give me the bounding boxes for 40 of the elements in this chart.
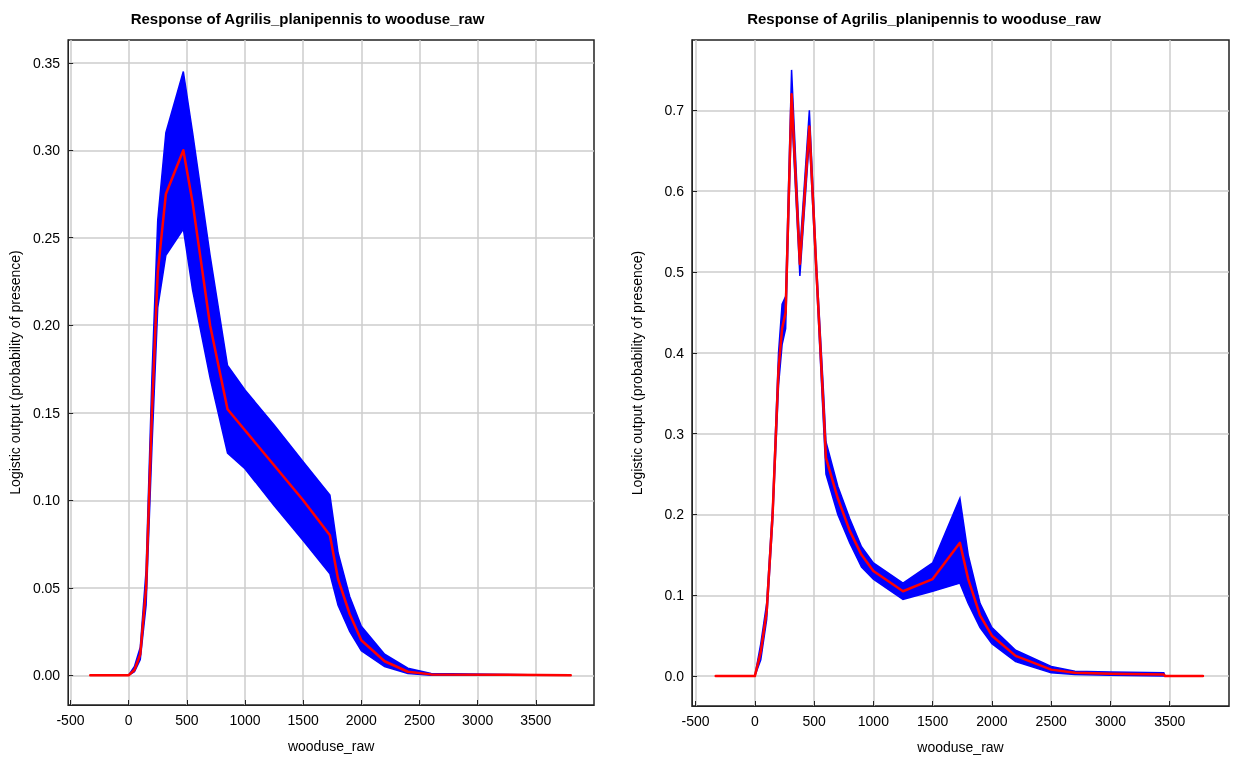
y-tick-label: 0.15: [32, 404, 61, 421]
x-tick-label: 1000: [229, 712, 261, 728]
x-tick-label: 2500: [403, 712, 436, 728]
y-axis-title: Logistic output (probability of presence): [7, 250, 23, 495]
y-tick-label: 0.30: [32, 142, 61, 159]
x-tick-label: 2000: [976, 713, 1008, 729]
x-tick-label: 2500: [1035, 713, 1067, 729]
y-tick-label: 0.4: [664, 344, 685, 361]
y-tick-label: 0.7: [664, 102, 685, 119]
x-tick-label: 1500: [917, 713, 949, 729]
y-tick-label: 0.1: [664, 587, 685, 604]
y-tick-label: 0.25: [32, 229, 61, 246]
y-tick-label: 0.5: [664, 263, 685, 280]
x-tick-label: 0: [750, 713, 759, 729]
y-tick-label: 0.10: [32, 492, 61, 509]
y-tick-label: 0.6: [664, 183, 685, 200]
y-tick-label: 0.3: [664, 425, 685, 442]
x-tick-label: 3500: [520, 712, 552, 728]
x-tick-label: 3000: [1094, 713, 1127, 729]
y-tick-label: 0.35: [32, 54, 61, 71]
y-axis-title: Logistic output (probability of presence): [629, 250, 645, 496]
x-tick-label: 500: [802, 713, 826, 729]
x-tick-label: 1500: [287, 712, 319, 728]
chart-title: Response of Agrilis_planipennis to wooduse_raw: [747, 10, 1102, 27]
x-tick-label: 3000: [462, 712, 494, 728]
y-tick-label: 0.20: [32, 317, 61, 334]
y-tick-label: 0.0: [664, 668, 685, 685]
x-axis-title: wooduse_raw: [916, 739, 1005, 755]
y-tick-label: 0.2: [664, 506, 685, 523]
x-tick-label: -500: [56, 712, 85, 728]
chart-title: Response of Agrilis_planipennis to wooduse_raw: [130, 10, 485, 27]
y-tick-label: 0.00: [32, 667, 61, 684]
x-tick-label: -500: [681, 713, 710, 729]
x-tick-label: 3500: [1154, 713, 1186, 729]
x-tick-label: 2000: [345, 712, 378, 728]
y-tick-label: 0.05: [32, 579, 61, 596]
x-tick-label: 1000: [857, 713, 890, 729]
x-tick-label: 500: [175, 712, 199, 728]
x-tick-label: 0: [124, 712, 133, 728]
x-axis-title: wooduse_raw: [286, 738, 376, 754]
